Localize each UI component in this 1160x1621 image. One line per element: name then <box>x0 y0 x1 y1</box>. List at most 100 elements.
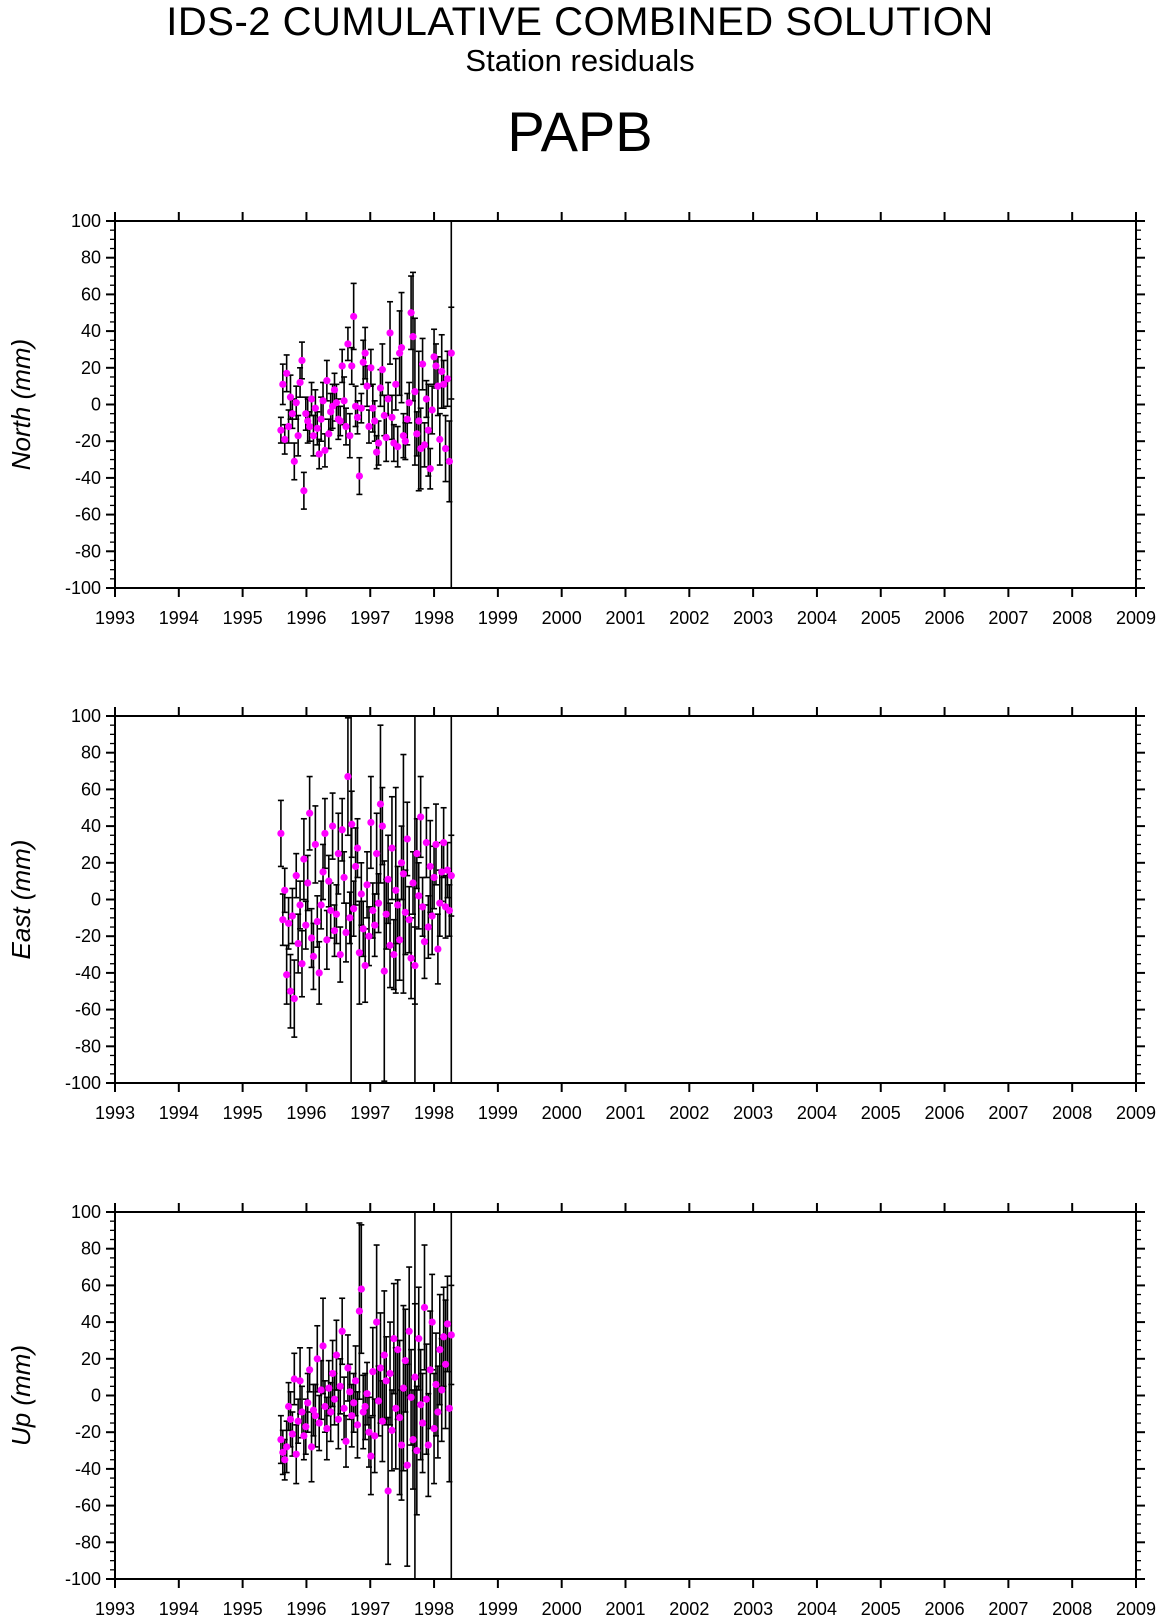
data-point <box>401 437 409 445</box>
data-point <box>390 950 398 959</box>
x-tick-label: 1998 <box>414 608 454 628</box>
data-point <box>388 1426 396 1434</box>
data-point <box>330 927 339 935</box>
data-point <box>315 450 323 458</box>
data-point <box>438 868 446 876</box>
data-point <box>396 936 404 944</box>
data-point <box>290 1375 298 1383</box>
data-point <box>353 1421 362 1429</box>
data-point <box>296 901 304 909</box>
x-tick-label: 2000 <box>542 1599 582 1619</box>
data-point <box>386 1369 394 1378</box>
data-point <box>317 415 325 423</box>
data-point <box>374 439 383 447</box>
data-point <box>430 1424 438 1433</box>
data-point <box>357 404 365 412</box>
data-point <box>386 941 394 949</box>
data-point <box>430 353 438 361</box>
data-point <box>281 886 289 894</box>
data-point <box>283 369 291 377</box>
x-tick-label: 1998 <box>414 1103 454 1123</box>
data-point <box>307 1443 316 1451</box>
data-point <box>332 399 341 407</box>
data-point <box>284 422 293 431</box>
data-point <box>445 1404 453 1412</box>
data-point <box>355 472 364 480</box>
data-point <box>355 1307 364 1315</box>
data-point <box>336 950 344 959</box>
data-point <box>409 1435 417 1444</box>
data-point <box>407 309 415 317</box>
x-tick-label: 1998 <box>414 1599 454 1619</box>
data-point <box>298 356 306 365</box>
data-point <box>350 905 358 913</box>
x-tick-label: 2007 <box>988 608 1028 628</box>
x-tick-label: 2009 <box>1116 608 1156 628</box>
data-point <box>374 1397 383 1405</box>
data-point <box>334 850 342 858</box>
data-point <box>357 1285 365 1293</box>
data-point <box>428 912 436 920</box>
data-point <box>294 939 302 948</box>
data-point <box>403 415 411 423</box>
data-point <box>325 430 333 438</box>
data-point <box>411 961 419 970</box>
x-tick-label: 2002 <box>669 1103 709 1123</box>
chart-subtitle: Station residuals <box>465 43 695 78</box>
y-tick-label: 80 <box>81 1239 101 1259</box>
data-point <box>286 393 295 401</box>
x-tick-label: 2007 <box>988 1103 1028 1123</box>
x-tick-label: 2004 <box>797 1599 837 1619</box>
data-point <box>396 349 404 357</box>
data-point <box>405 916 413 924</box>
data-point <box>399 1384 408 1392</box>
data-point <box>359 1408 367 1416</box>
panel-north: 1993 1994 1995 1996 1997 1998 1999 2000 2001 2002… <box>6 211 1156 628</box>
y-tick-label: 40 <box>81 816 101 836</box>
data-point <box>415 892 423 900</box>
y-tick-label: 40 <box>81 1312 101 1332</box>
x-tick-label: 1997 <box>350 1599 390 1619</box>
x-tick-label: 2003 <box>733 1103 773 1123</box>
data-point <box>413 1446 421 1455</box>
y-tick-label: -20 <box>75 926 101 946</box>
data-point <box>367 1452 375 1460</box>
data-point <box>367 364 375 372</box>
y-tick-label: -80 <box>75 1532 101 1552</box>
data-point <box>445 906 453 915</box>
data-point <box>300 1432 308 1440</box>
x-tick-label: 1999 <box>478 1599 518 1619</box>
x-tick-label: 2004 <box>797 1103 837 1123</box>
data-point <box>298 1408 306 1416</box>
chart-title: IDS-2 CUMULATIVE COMBINED SOLUTION <box>166 0 994 44</box>
x-tick-label: 1993 <box>95 608 135 628</box>
data-point <box>409 879 417 887</box>
data-point <box>363 1390 371 1398</box>
data-point <box>420 441 429 449</box>
data-point <box>319 868 327 876</box>
data-point <box>436 1346 444 1354</box>
x-tick-label: 2005 <box>861 1599 901 1619</box>
data-point <box>340 873 348 882</box>
data-point <box>323 377 331 385</box>
data-point <box>311 404 319 412</box>
data-point <box>281 1456 289 1464</box>
data-point <box>434 1408 442 1416</box>
data-point <box>321 1402 329 1411</box>
data-point <box>422 395 431 403</box>
data-point <box>292 399 300 407</box>
data-point <box>420 938 429 946</box>
data-point <box>371 417 379 425</box>
data-point <box>394 901 402 909</box>
data-point <box>342 1437 350 1445</box>
data-point <box>443 866 452 874</box>
data-point <box>279 1448 287 1456</box>
data-point <box>321 446 329 454</box>
data-point <box>373 850 381 858</box>
data-point <box>397 1441 406 1449</box>
data-point <box>313 1355 321 1363</box>
data-point <box>388 844 396 852</box>
data-point <box>365 932 373 940</box>
x-tick-label: 2006 <box>925 1103 965 1123</box>
data-point <box>440 839 448 847</box>
